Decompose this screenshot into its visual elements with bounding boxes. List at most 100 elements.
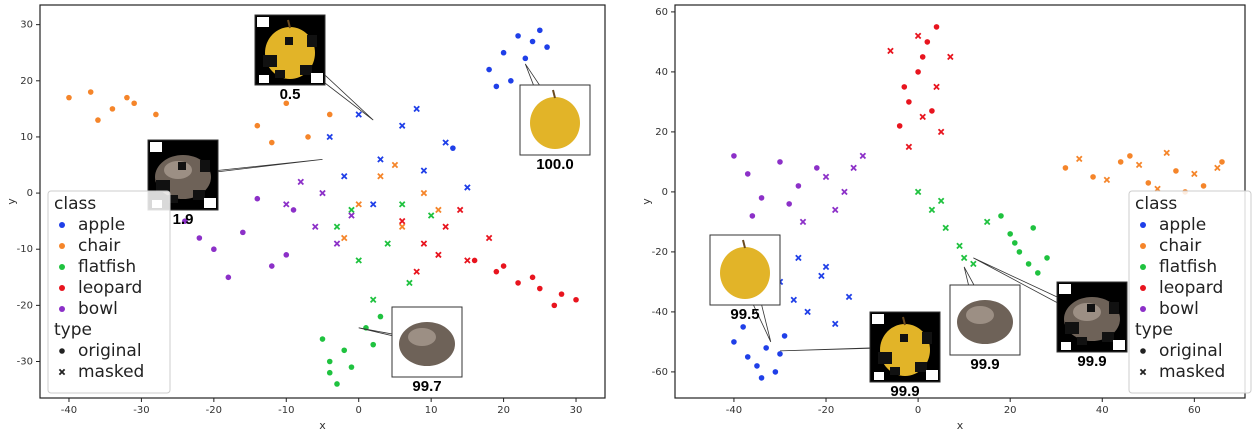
point-original xyxy=(326,111,333,118)
point-original xyxy=(1044,255,1050,261)
point-original xyxy=(777,159,783,165)
point-masked xyxy=(413,268,420,275)
thumb-mask xyxy=(307,35,317,47)
point-original xyxy=(493,268,500,275)
point-original xyxy=(283,100,290,107)
point-original xyxy=(1127,153,1133,159)
point-original xyxy=(182,218,188,224)
point-original xyxy=(1007,231,1013,237)
point-original xyxy=(998,213,1004,219)
thumb-mask xyxy=(1059,284,1071,294)
legend-title: class xyxy=(54,194,96,214)
legend-swatch xyxy=(1140,348,1146,354)
point-original xyxy=(537,285,543,292)
thumb-mask xyxy=(926,370,938,380)
y-tick-label: -20 xyxy=(652,247,668,258)
x-tick-label: 20 xyxy=(497,405,510,416)
point-original xyxy=(1035,270,1041,276)
point-original xyxy=(772,369,779,375)
point-original xyxy=(341,347,348,354)
point-masked xyxy=(340,172,348,180)
point-original xyxy=(283,252,290,258)
point-masked xyxy=(398,122,406,129)
y-axis-label: y xyxy=(5,198,18,205)
legend-label: flatfish xyxy=(78,257,136,277)
point-original xyxy=(268,263,275,269)
point-masked xyxy=(420,167,428,174)
point-original xyxy=(924,39,931,45)
point-original xyxy=(529,274,536,281)
thumb-apple xyxy=(720,247,770,299)
thumb-apple xyxy=(530,97,580,149)
point-original xyxy=(749,213,756,219)
annotation-score: 99.9 xyxy=(1077,353,1106,370)
thumb-mask xyxy=(1113,340,1125,350)
thumb-mask xyxy=(300,65,312,75)
point-original xyxy=(906,99,912,105)
y-tick-label: -60 xyxy=(652,367,668,378)
y-tick-label: 0 xyxy=(27,188,33,199)
point-masked xyxy=(420,189,428,197)
thumb-mask xyxy=(922,332,932,344)
annotation-callout xyxy=(174,158,323,176)
thumb-mask xyxy=(200,160,210,172)
legend-swatch xyxy=(1140,306,1146,312)
point-original xyxy=(153,111,159,118)
x-tick-label: -40 xyxy=(61,405,77,416)
legend-swatch xyxy=(59,243,65,249)
annotation-score: 99.9 xyxy=(890,383,919,400)
point-original xyxy=(929,108,935,114)
thumb-mask xyxy=(156,180,170,192)
thumb-mask xyxy=(178,162,186,170)
legend-title: class xyxy=(1135,194,1177,214)
point-original xyxy=(758,375,765,381)
point-masked xyxy=(1135,161,1143,169)
annotation-callout xyxy=(779,346,914,352)
point-masked xyxy=(391,161,399,169)
chart: -40 -30 -20 -10 0 10 20 30 -30 -20 -10 0 10 20 30 x y 0.5… xyxy=(5,4,606,432)
point-masked xyxy=(822,173,830,181)
thumb-stem xyxy=(287,19,291,29)
thumb-mask xyxy=(275,70,285,78)
point-original xyxy=(758,195,765,201)
thumb-mask xyxy=(1077,337,1087,345)
point-original xyxy=(268,139,275,146)
legend-swatch xyxy=(1140,222,1146,228)
point-original xyxy=(377,313,384,320)
point-masked xyxy=(970,260,977,268)
legend-label: bowl xyxy=(78,299,118,319)
legend-label: apple xyxy=(1159,215,1206,235)
x-tick-label: -20 xyxy=(206,405,222,416)
point-masked xyxy=(355,111,362,118)
point-masked xyxy=(340,234,348,242)
point-masked xyxy=(933,83,940,91)
point-original xyxy=(744,354,751,360)
point-masked xyxy=(355,201,362,208)
point-masked xyxy=(822,263,830,271)
point-original xyxy=(486,66,492,73)
thumb-mask xyxy=(193,190,205,200)
point-original xyxy=(124,94,130,101)
x-tick-label: -20 xyxy=(818,405,834,416)
thumb-mask xyxy=(874,372,884,380)
annotation-score: 99.7 xyxy=(412,378,441,395)
point-masked xyxy=(845,293,853,301)
point-original xyxy=(508,77,514,84)
point-original xyxy=(240,229,246,236)
point-masked xyxy=(831,320,839,328)
point-masked xyxy=(928,206,936,214)
point-masked xyxy=(348,206,355,214)
point-original xyxy=(901,84,908,90)
y-tick-label: 0 xyxy=(662,187,668,198)
point-original xyxy=(754,363,760,369)
x-tick-label: 30 xyxy=(570,405,583,416)
point-masked xyxy=(983,218,991,226)
point-masked xyxy=(326,133,333,141)
point-original xyxy=(1025,261,1032,267)
point-original xyxy=(500,49,507,56)
point-original xyxy=(211,246,217,253)
point-masked xyxy=(831,206,839,214)
thumb-mask xyxy=(150,142,162,152)
point-original xyxy=(196,235,203,241)
thumb-mask xyxy=(168,195,178,203)
